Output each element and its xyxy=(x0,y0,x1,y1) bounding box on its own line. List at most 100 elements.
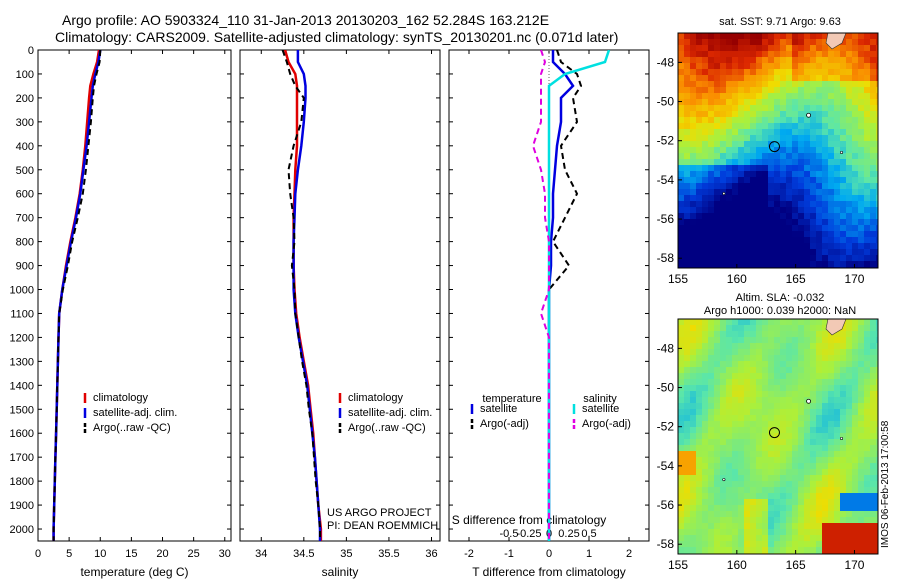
map-cell xyxy=(840,457,846,463)
map-cell xyxy=(720,69,726,75)
map-cell xyxy=(762,547,768,553)
map-cell xyxy=(804,255,810,261)
map-cell xyxy=(720,213,726,219)
map-cell xyxy=(846,463,852,469)
map-cell xyxy=(870,439,876,445)
map-cell xyxy=(720,129,726,135)
map-cell xyxy=(840,451,846,457)
map-cell xyxy=(762,117,768,123)
map-cell xyxy=(756,153,762,159)
map-cell xyxy=(720,379,726,385)
map-cell xyxy=(714,427,720,433)
map-cell xyxy=(810,391,816,397)
map-cell xyxy=(834,105,840,111)
map-cell xyxy=(738,117,744,123)
map-cell xyxy=(876,159,878,165)
map-cell xyxy=(744,45,750,51)
map-cell xyxy=(804,373,810,379)
map-cell xyxy=(762,415,768,421)
map-cell xyxy=(834,201,840,207)
map-cell xyxy=(732,117,738,123)
map-cell xyxy=(756,207,762,213)
map-cell xyxy=(690,385,696,391)
map-cell xyxy=(876,331,878,337)
map-cell xyxy=(810,153,816,159)
map-cell xyxy=(696,451,702,457)
map-cell xyxy=(792,445,798,451)
map-cell xyxy=(726,343,732,349)
map-cell xyxy=(684,511,690,517)
map-cell xyxy=(876,99,878,105)
map-cell xyxy=(876,475,878,481)
map-cell xyxy=(858,361,864,367)
map-cell xyxy=(720,373,726,379)
map-cell xyxy=(876,105,878,111)
map-cell xyxy=(684,255,690,261)
map-cell xyxy=(864,183,870,189)
map-cell xyxy=(864,237,870,243)
map-cell xyxy=(750,237,756,243)
map-cell xyxy=(768,261,774,267)
map-cell xyxy=(858,355,864,361)
map-cell xyxy=(816,147,822,153)
map-cell xyxy=(810,75,816,81)
map-cell xyxy=(834,541,840,547)
map-cell xyxy=(714,457,720,463)
map-cell xyxy=(846,195,852,201)
map-cell xyxy=(858,135,864,141)
map-cell xyxy=(744,69,750,75)
map-cell xyxy=(864,415,870,421)
map-cell xyxy=(780,397,786,403)
map-cell xyxy=(708,433,714,439)
map-cell xyxy=(798,129,804,135)
map-cell xyxy=(864,81,870,87)
map-cell xyxy=(756,445,762,451)
map-cell xyxy=(810,159,816,165)
map-cell xyxy=(852,421,858,427)
map-cell xyxy=(696,105,702,111)
map-cell xyxy=(816,87,822,93)
map-cell xyxy=(846,499,852,505)
map-cell xyxy=(792,547,798,553)
map-cell xyxy=(750,129,756,135)
map-cell xyxy=(768,385,774,391)
map-cell xyxy=(750,57,756,63)
map-cell xyxy=(708,183,714,189)
map-cell xyxy=(696,535,702,541)
map-cell xyxy=(822,93,828,99)
map-cell xyxy=(792,117,798,123)
map-cell xyxy=(858,397,864,403)
map-cell xyxy=(804,105,810,111)
map-cell xyxy=(786,105,792,111)
map-cell xyxy=(798,207,804,213)
map-cell xyxy=(696,75,702,81)
map-cell xyxy=(768,493,774,499)
map-cell xyxy=(858,319,864,325)
map-cell xyxy=(762,147,768,153)
map-cell xyxy=(846,493,852,499)
map-cell xyxy=(750,213,756,219)
map-cell xyxy=(726,99,732,105)
map-cell xyxy=(870,331,876,337)
map-cell xyxy=(750,159,756,165)
map-cell xyxy=(756,451,762,457)
map-cell xyxy=(840,499,846,505)
map-cell xyxy=(720,421,726,427)
map-cell xyxy=(726,141,732,147)
map-cell xyxy=(822,331,828,337)
map-cell xyxy=(726,367,732,373)
map-cell xyxy=(762,123,768,129)
map-cell xyxy=(756,177,762,183)
map-cell xyxy=(876,547,878,553)
map-cell xyxy=(798,385,804,391)
map-cell xyxy=(702,415,708,421)
map-cell xyxy=(834,505,840,511)
map-cell xyxy=(828,153,834,159)
map-cell xyxy=(792,93,798,99)
map-cell xyxy=(822,361,828,367)
map-cell xyxy=(750,81,756,87)
y-tick-label: 500 xyxy=(16,165,34,177)
map-cell xyxy=(786,547,792,553)
map-cell xyxy=(780,445,786,451)
map-cell xyxy=(828,171,834,177)
